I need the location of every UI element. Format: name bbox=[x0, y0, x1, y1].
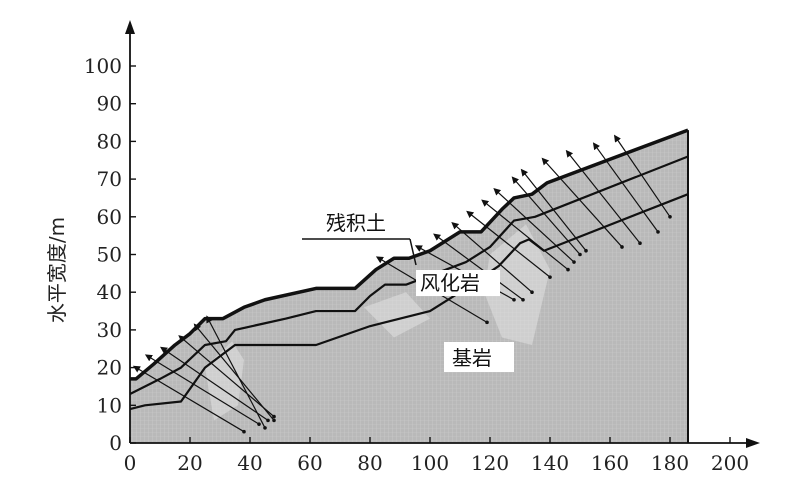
x-tick-label-5: 100 bbox=[411, 451, 449, 475]
weathered-patch-2 bbox=[364, 292, 430, 338]
tick-labels: 0 20 40 60 80 100 120 140 160 180 200 0 10 20 30 40 50 60… bbox=[84, 54, 749, 475]
residual-weathered-interface bbox=[129, 155, 689, 395]
y-tick-label-3: 30 bbox=[97, 318, 122, 342]
residual-soil-leader-drop bbox=[409, 238, 417, 266]
x-tick-label-0: 0 bbox=[124, 451, 137, 475]
anchor-end-3 bbox=[272, 414, 276, 419]
x-tick-label-7: 140 bbox=[531, 451, 569, 475]
bedrock-label-group: 基岩 bbox=[444, 342, 514, 372]
anchor-0 bbox=[132, 365, 245, 433]
y-axis-arrow bbox=[125, 20, 135, 34]
anchor-end-14 bbox=[584, 248, 588, 253]
anchor-18 bbox=[613, 134, 671, 218]
y-tick-label-10: 100 bbox=[84, 54, 122, 78]
anchor-4 bbox=[193, 323, 275, 421]
bedrock-label: 基岩 bbox=[452, 346, 492, 370]
weathered-bedrock-interface bbox=[129, 193, 689, 411]
anchor-end-0 bbox=[242, 429, 246, 434]
x-tick-label-8: 160 bbox=[591, 451, 629, 475]
anchor-end-2 bbox=[266, 418, 270, 423]
residual-soil-callout: 残积土 bbox=[302, 211, 417, 266]
anchor-1 bbox=[144, 354, 260, 425]
anchor-end-10 bbox=[548, 275, 552, 279]
x-tick-label-2: 40 bbox=[237, 451, 262, 475]
bedrock-label-bg bbox=[444, 342, 514, 372]
anchor-11 bbox=[481, 199, 569, 271]
anchor-3 bbox=[178, 335, 275, 418]
y-tick-label-5: 50 bbox=[97, 243, 122, 267]
model-domain bbox=[130, 130, 688, 443]
anchor-14 bbox=[520, 168, 587, 252]
y-tick-label-6: 60 bbox=[97, 205, 122, 229]
anchor-12 bbox=[493, 187, 575, 263]
anchor-end-17 bbox=[656, 230, 660, 234]
anchor-end-13 bbox=[578, 252, 582, 257]
y-tick-label-2: 20 bbox=[97, 356, 122, 380]
axes bbox=[125, 20, 760, 448]
x-tick-label-4: 80 bbox=[357, 451, 382, 475]
anchor-17 bbox=[592, 142, 659, 233]
anchor-end-18 bbox=[668, 215, 672, 219]
x-tick-label-10: 200 bbox=[711, 451, 749, 475]
anchor-2 bbox=[160, 346, 269, 421]
y-axis-label: 水平宽度/m bbox=[45, 217, 69, 323]
residual-soil-label: 残积土 bbox=[326, 211, 386, 235]
anchor-15 bbox=[541, 157, 623, 248]
anchor-10 bbox=[466, 210, 551, 278]
anchor-end-9 bbox=[530, 290, 534, 295]
weathered-rock-label-bg bbox=[416, 270, 500, 296]
x-axis-arrow bbox=[746, 438, 760, 448]
anchor-end-8 bbox=[521, 297, 525, 302]
anchor-5 bbox=[206, 315, 266, 429]
x-tick-label-1: 20 bbox=[177, 451, 202, 475]
anchor-13 bbox=[511, 176, 581, 255]
anchor-9 bbox=[451, 221, 533, 293]
weathered-patch-1 bbox=[484, 224, 550, 345]
x-tick-label-6: 120 bbox=[471, 451, 509, 475]
anchor-end-6 bbox=[485, 320, 489, 325]
anchor-16 bbox=[565, 149, 641, 244]
anchor-end-5 bbox=[263, 426, 267, 430]
y-tick-label-7: 70 bbox=[97, 167, 122, 191]
y-tick-label-1: 10 bbox=[97, 393, 122, 417]
y-tick-label-4: 40 bbox=[97, 280, 122, 304]
anchor-end-1 bbox=[257, 422, 261, 426]
anchor-end-7 bbox=[512, 297, 516, 302]
weathered-rock-label: 风化岩 bbox=[420, 271, 480, 295]
y-tick-label-8: 80 bbox=[97, 129, 122, 153]
x-tick-label-9: 180 bbox=[651, 451, 689, 475]
weathered-rock-label-group: 风化岩 bbox=[416, 270, 500, 296]
anchor-8 bbox=[433, 233, 524, 301]
y-tick-label-0: 0 bbox=[109, 431, 122, 455]
anchor-end-16 bbox=[638, 241, 642, 245]
model-domain-mesh bbox=[130, 130, 688, 443]
x-tick-label-3: 60 bbox=[297, 451, 322, 475]
y-tick-label-9: 90 bbox=[97, 92, 122, 116]
anchor-end-11 bbox=[566, 267, 570, 272]
anchor-end-15 bbox=[620, 245, 624, 249]
anchor-end-4 bbox=[272, 418, 276, 423]
anchor-end-12 bbox=[572, 260, 576, 264]
weathered-patches bbox=[205, 224, 550, 421]
